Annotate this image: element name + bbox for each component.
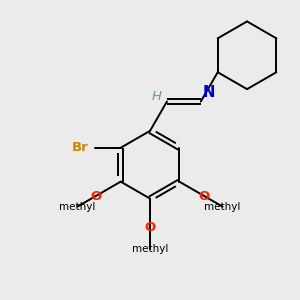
Text: methyl: methyl [204,202,241,212]
Text: O: O [199,190,210,202]
Text: methyl: methyl [132,244,168,254]
Text: N: N [202,85,214,100]
Text: methyl: methyl [59,202,96,212]
Text: O: O [144,221,156,234]
Text: O: O [90,190,101,202]
Text: H: H [152,90,162,103]
Text: Br: Br [72,141,89,154]
